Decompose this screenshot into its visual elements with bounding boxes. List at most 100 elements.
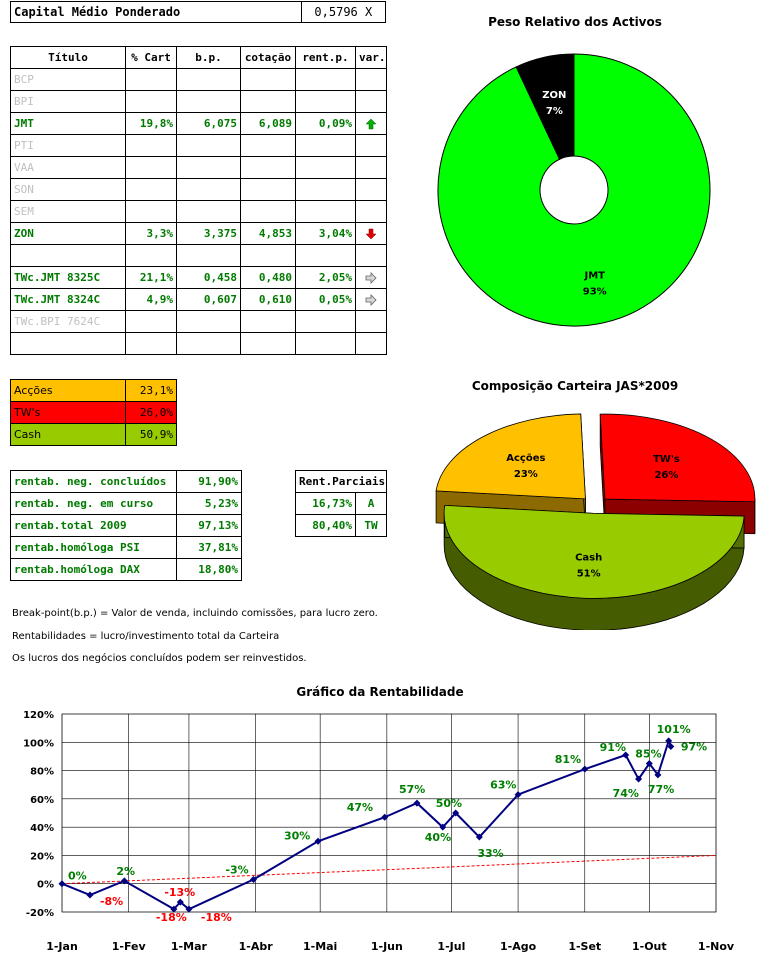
cell-var (355, 112, 387, 135)
donut-slice-percent: 93% (583, 287, 607, 298)
cell-cot: 6,089 (240, 112, 296, 135)
donut-slice-percent: 7% (546, 106, 563, 117)
cell-titulo: PTI (10, 134, 126, 157)
cell-cot (240, 178, 296, 201)
data-label: 50% (436, 797, 462, 810)
x-tick-label: 1-Mai (303, 940, 337, 953)
line-chart-title: Gráfico da Rentabilidade (296, 685, 464, 699)
cell-cart: 21,1% (125, 266, 177, 289)
pie3d-label: Acções (506, 453, 545, 464)
allocation-row: Acções 23,1% (10, 379, 177, 402)
y-tick-label: 20% (30, 851, 54, 862)
x-tick-label: 1-Jan (46, 940, 78, 953)
rent-parciais-header: Rent.Parciais (295, 470, 387, 493)
cell-bp (176, 200, 241, 223)
data-label: 30% (284, 829, 310, 842)
pie3d-label: TW's (653, 454, 680, 465)
data-point-marker (120, 877, 128, 885)
rentab-row: rentab.total 2009 97,13% (10, 514, 242, 537)
data-label: 47% (347, 801, 373, 814)
cell-var (355, 288, 387, 311)
cell-var (355, 244, 387, 267)
portfolio-row: SON (10, 178, 387, 201)
cell-rent (295, 200, 356, 223)
cell-cart (125, 200, 177, 223)
cell-bp (176, 68, 241, 91)
pie3d-chart: Acções 23% TW's 26% Cash 51% (435, 413, 756, 630)
rentab-label: rentab.total 2009 (10, 514, 177, 537)
data-point-marker (413, 799, 421, 807)
rent-parciais-code: A (355, 492, 387, 515)
portfolio-row (10, 244, 387, 267)
cell-var (355, 266, 387, 289)
portfolio-row: TWc.JMT 8324C 4,9% 0,607 0,610 0,05% (10, 288, 387, 311)
x-tick-label: 1-Ago (500, 940, 537, 953)
cell-cart (125, 156, 177, 179)
cell-cart: 4,9% (125, 288, 177, 311)
cell-var (355, 332, 387, 355)
cell-rent (295, 332, 356, 355)
cell-bp: 0,607 (176, 288, 241, 311)
cell-cot: 0,480 (240, 266, 296, 289)
y-tick-label: 100% (23, 738, 54, 749)
cell-rent (295, 90, 356, 113)
cell-titulo: SON (10, 178, 126, 201)
x-tick-label: 1-Nov (698, 940, 735, 953)
rentab-row: rentab.homóloga PSI 37,81% (10, 536, 242, 559)
arrow-right-icon (365, 294, 377, 306)
pie3d-top (599, 413, 756, 503)
pie3d-percent: 26% (654, 470, 678, 481)
data-label: -8% (100, 895, 123, 908)
allocation-label: TW's (10, 401, 126, 424)
header-cart: % Cart (125, 46, 177, 69)
cell-titulo: VAA (10, 156, 126, 179)
cell-rent (295, 178, 356, 201)
cell-rent (295, 244, 356, 267)
portfolio-row (10, 332, 387, 355)
rentab-label: rentab.homóloga PSI (10, 536, 177, 559)
rentab-value: 5,23% (176, 492, 242, 515)
y-tick-label: 80% (30, 767, 54, 778)
cell-cart (125, 244, 177, 267)
cell-bp (176, 90, 241, 113)
data-label: 81% (555, 753, 581, 766)
rentab-label: rentab.homóloga DAX (10, 558, 177, 581)
data-label: 74% (613, 787, 639, 800)
header-rent: rent.p. (295, 46, 356, 69)
cell-titulo: TWc.JMT 8324C (10, 288, 126, 311)
cell-rent (295, 68, 356, 91)
x-tick-label: 1-Set (568, 940, 601, 953)
data-point-marker (622, 751, 630, 759)
pie3d-label: Cash (575, 553, 602, 564)
data-point-marker (381, 813, 389, 821)
rent-parciais-table: Rent.Parciais 16,73% A 80,40% TW (295, 470, 387, 537)
rent-parciais-value: 16,73% (295, 492, 356, 515)
cell-titulo (10, 244, 126, 267)
data-label: -3% (225, 863, 248, 876)
cell-var (355, 200, 387, 223)
x-tick-label: 1-Jul (437, 940, 465, 953)
allocation-value: 26,0% (125, 401, 177, 424)
cell-cot (240, 200, 296, 223)
portfolio-row: SEM (10, 200, 387, 223)
y-tick-label: -20% (26, 908, 54, 919)
data-point-marker (185, 905, 193, 913)
cell-cart: 3,3% (125, 222, 177, 245)
cell-cot (240, 156, 296, 179)
data-label: 40% (425, 831, 451, 844)
portfolio-header-row: Título % Cart b.p. cotação rent.p. var. (10, 46, 387, 69)
cell-cot (240, 332, 296, 355)
donut-slice-jmt (437, 53, 711, 327)
cell-titulo: JMT (10, 112, 126, 135)
cell-bp (176, 244, 241, 267)
portfolio-row: BCP (10, 68, 387, 91)
y-tick-label: 60% (30, 795, 54, 806)
cell-titulo: ZON (10, 222, 126, 245)
data-label: 2% (116, 865, 135, 878)
cell-rent (295, 310, 356, 333)
portfolio-row: VAA (10, 156, 387, 179)
cell-var (355, 68, 387, 91)
x-tick-label: 1-Out (632, 940, 667, 953)
allocation-value: 50,9% (125, 423, 177, 446)
allocation-label: Acções (10, 379, 126, 402)
